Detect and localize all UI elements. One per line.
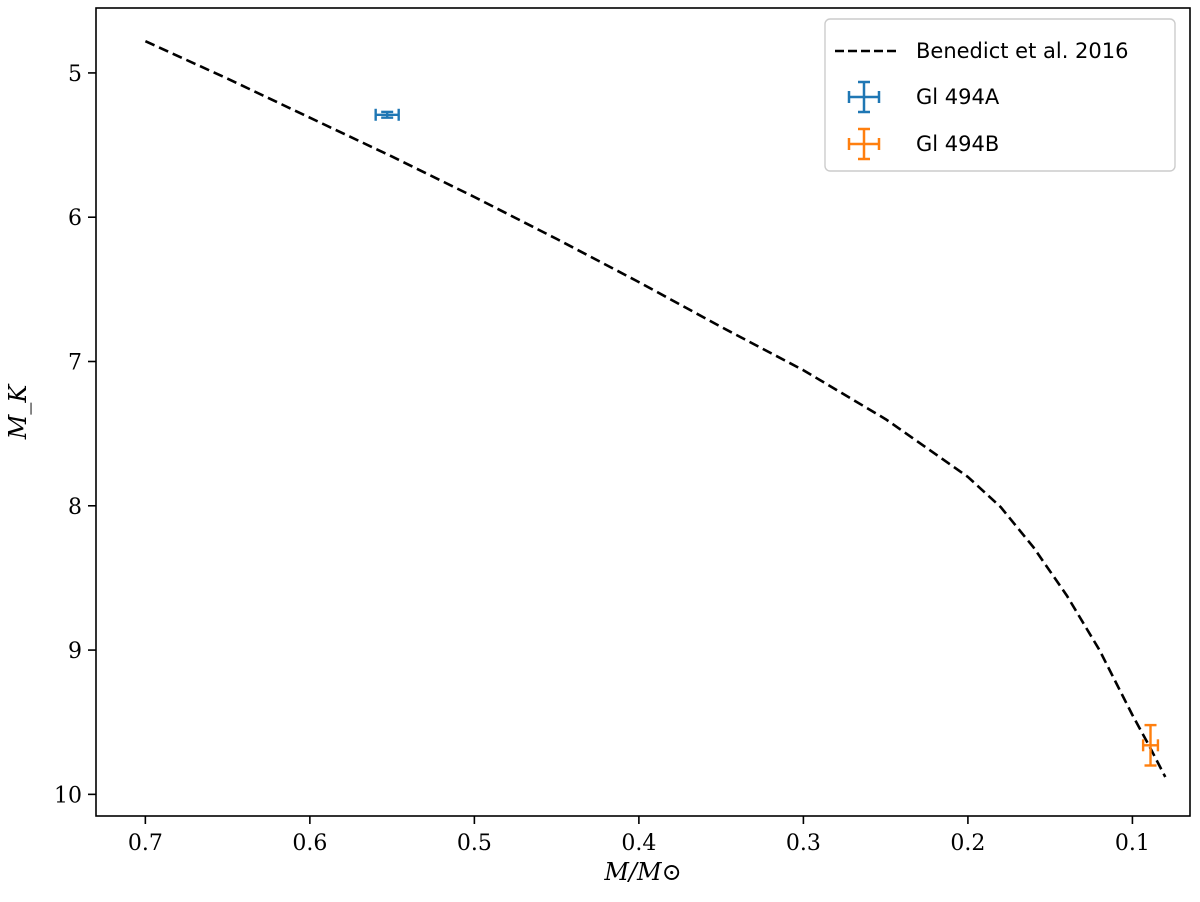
x-tick-label: 0.1 — [1115, 831, 1150, 856]
x-tick-label: 0.2 — [950, 831, 985, 856]
y-tick-label: 5 — [68, 62, 82, 87]
x-tick-label: 0.5 — [457, 831, 492, 856]
y-tick-label: 10 — [54, 783, 82, 808]
legend-swatch-gl494b — [847, 127, 881, 161]
series-line-benedict — [144, 40, 1167, 778]
x-tick-label: 0.4 — [621, 831, 656, 856]
y-tick-label: 6 — [68, 206, 82, 231]
errorbar-point-gl-494b — [1141, 723, 1160, 767]
legend-label-benedict: Benedict et al. 2016 — [916, 39, 1129, 63]
x-axis: 0.7 0.6 0.5 0.4 0.3 0.2 0.1 — [128, 816, 1150, 856]
y-tick-label: 7 — [68, 351, 82, 376]
plot-frame — [95, 7, 1191, 817]
errorbar-point-gl-494a — [374, 108, 400, 121]
x-tick-label: 0.6 — [292, 831, 327, 856]
y-axis: 5 6 7 8 9 10 — [54, 62, 96, 808]
legend-swatch-gl494a — [847, 80, 881, 114]
y-axis-label: M_K — [4, 383, 32, 441]
y-tick-label: 9 — [68, 639, 82, 664]
legend: Benedict et al. 2016 Gl 494A Gl 494B — [824, 18, 1176, 172]
legend-box — [824, 18, 1176, 172]
x-tick-label: 0.3 — [786, 831, 821, 856]
plot-content — [144, 40, 1167, 778]
x-axis-label: M/M⊙ — [603, 858, 681, 886]
legend-label-gl494b: Gl 494B — [916, 132, 999, 156]
legend-label-gl494a: Gl 494A — [916, 85, 1000, 109]
x-tick-label: 0.7 — [128, 831, 163, 856]
y-tick-label: 8 — [68, 495, 82, 520]
